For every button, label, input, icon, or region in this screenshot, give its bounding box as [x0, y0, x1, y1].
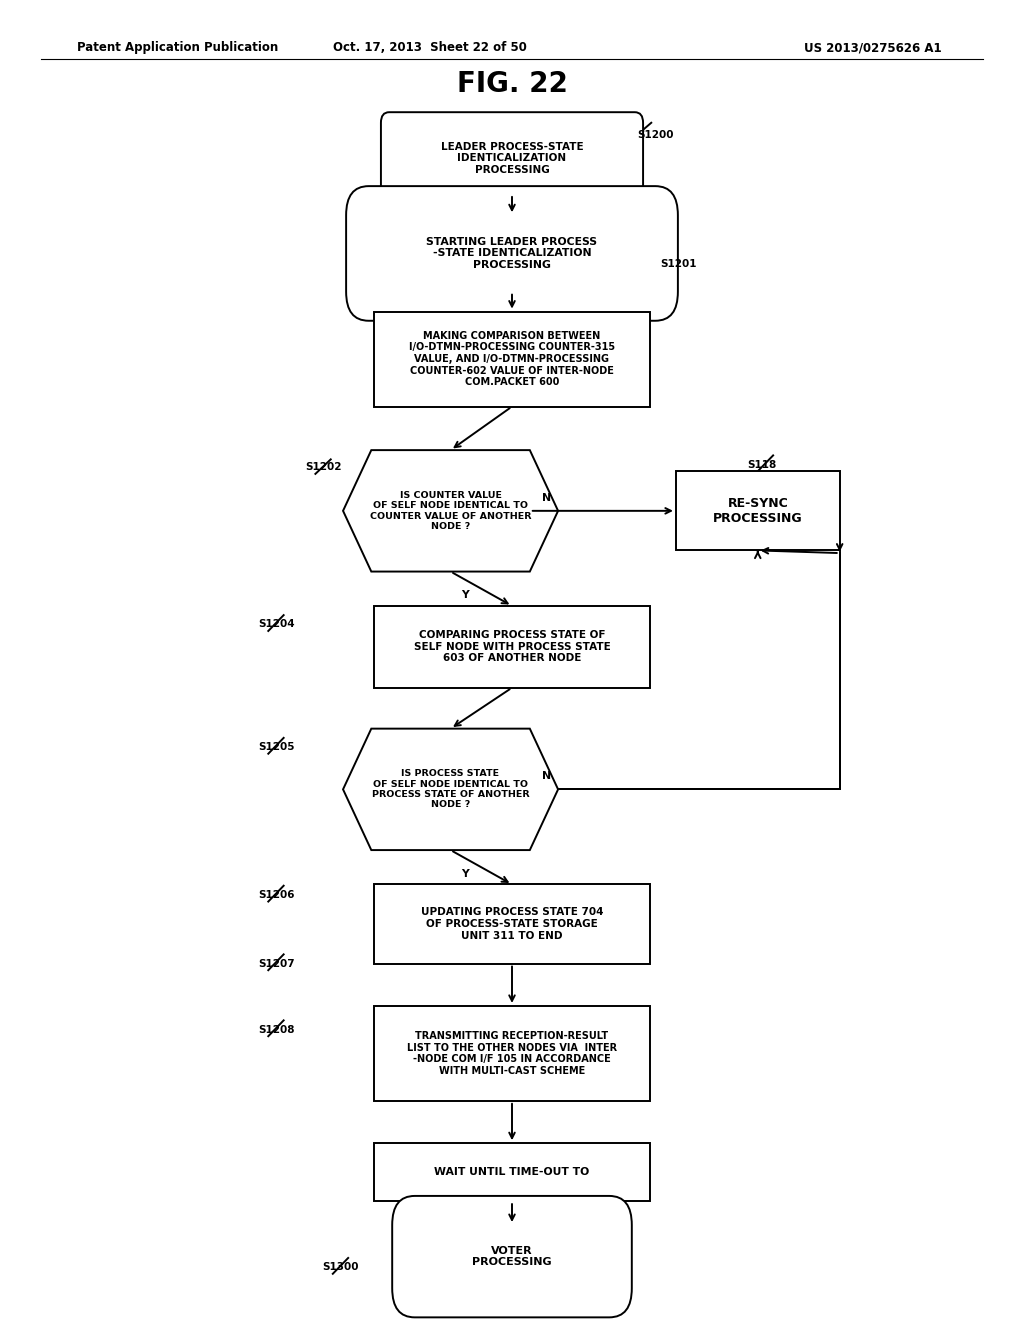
- Text: US 2013/0275626 A1: US 2013/0275626 A1: [805, 41, 942, 54]
- FancyBboxPatch shape: [346, 186, 678, 321]
- Text: Y: Y: [461, 869, 469, 879]
- Text: S1205: S1205: [258, 742, 295, 752]
- Text: TRANSMITTING RECEPTION-RESULT
LIST TO THE OTHER NODES VIA  INTER
-NODE COM I/F 1: TRANSMITTING RECEPTION-RESULT LIST TO TH…: [407, 1031, 617, 1076]
- Text: S1201: S1201: [660, 259, 697, 269]
- Text: N: N: [542, 771, 551, 781]
- Text: Y: Y: [461, 590, 469, 601]
- Text: WAIT UNTIL TIME-OUT TO: WAIT UNTIL TIME-OUT TO: [434, 1167, 590, 1177]
- Text: Oct. 17, 2013  Sheet 22 of 50: Oct. 17, 2013 Sheet 22 of 50: [333, 41, 527, 54]
- Bar: [676, 471, 840, 550]
- Text: UPDATING PROCESS STATE 704
OF PROCESS-STATE STORAGE
UNIT 311 TO END: UPDATING PROCESS STATE 704 OF PROCESS-ST…: [421, 907, 603, 941]
- Text: STARTING LEADER PROCESS
-STATE IDENTICALIZATION
PROCESSING: STARTING LEADER PROCESS -STATE IDENTICAL…: [427, 236, 597, 271]
- Bar: [374, 1006, 650, 1101]
- Text: S1202: S1202: [305, 462, 342, 473]
- Text: LEADER PROCESS-STATE
IDENTICALIZATION
PROCESSING: LEADER PROCESS-STATE IDENTICALIZATION PR…: [440, 141, 584, 176]
- Text: MAKING COMPARISON BETWEEN
I/O-DTMN-PROCESSING COUNTER-315
VALUE, AND I/O-DTMN-PR: MAKING COMPARISON BETWEEN I/O-DTMN-PROCE…: [409, 331, 615, 387]
- Text: S1204: S1204: [258, 619, 295, 630]
- Text: S1208: S1208: [258, 1024, 295, 1035]
- Text: FIG. 22: FIG. 22: [457, 70, 567, 99]
- Text: S1207: S1207: [258, 958, 295, 969]
- Polygon shape: [343, 729, 558, 850]
- Text: Patent Application Publication: Patent Application Publication: [77, 41, 279, 54]
- Text: RE-SYNC
PROCESSING: RE-SYNC PROCESSING: [713, 496, 803, 525]
- FancyBboxPatch shape: [392, 1196, 632, 1317]
- FancyBboxPatch shape: [381, 112, 643, 205]
- Text: COMPARING PROCESS STATE OF
SELF NODE WITH PROCESS STATE
603 OF ANOTHER NODE: COMPARING PROCESS STATE OF SELF NODE WIT…: [414, 630, 610, 664]
- Text: S1300: S1300: [323, 1262, 359, 1272]
- Bar: [374, 884, 650, 964]
- Text: N: N: [542, 492, 551, 503]
- Text: IS COUNTER VALUE
OF SELF NODE IDENTICAL TO
COUNTER VALUE OF ANOTHER
NODE ?: IS COUNTER VALUE OF SELF NODE IDENTICAL …: [370, 491, 531, 531]
- Text: S118: S118: [748, 459, 777, 470]
- Text: S1200: S1200: [637, 129, 674, 140]
- Bar: [374, 1143, 650, 1201]
- Text: S1206: S1206: [258, 890, 295, 900]
- Bar: [374, 312, 650, 407]
- Bar: [374, 606, 650, 688]
- Text: IS PROCESS STATE
OF SELF NODE IDENTICAL TO
PROCESS STATE OF ANOTHER
NODE ?: IS PROCESS STATE OF SELF NODE IDENTICAL …: [372, 770, 529, 809]
- Polygon shape: [343, 450, 558, 572]
- Text: VOTER
PROCESSING: VOTER PROCESSING: [472, 1246, 552, 1267]
